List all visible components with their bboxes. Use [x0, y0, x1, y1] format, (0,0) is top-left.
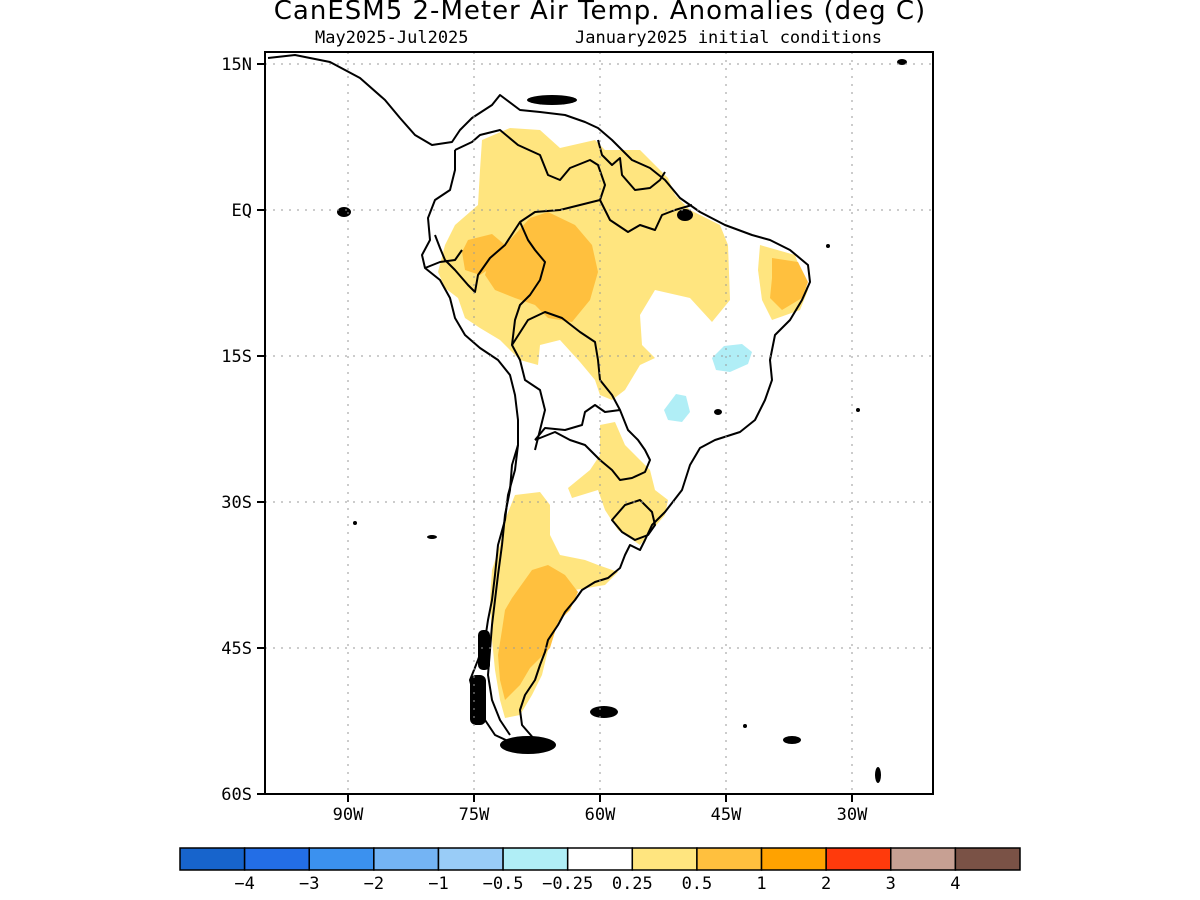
lat-label: 15S [221, 347, 252, 367]
lon-label: 90W [333, 805, 364, 825]
lon-label: 60W [585, 805, 616, 825]
longitude-labels: 90W 75W 60W 45W 30W [333, 805, 868, 825]
colorbar-label: −0.25 [542, 874, 593, 894]
lat-label: EQ [232, 201, 252, 221]
colorbar-swatch [954, 847, 1021, 871]
colorbar-swatch [243, 847, 310, 871]
initial-conditions: January2025 initial conditions [575, 28, 883, 48]
colorbar-swatch [566, 847, 634, 871]
islands [337, 59, 907, 783]
anomaly-0.5-1-shading [462, 212, 808, 700]
lat-label: 30S [221, 493, 252, 513]
colorbar-swatch [890, 847, 957, 871]
lon-label: 45W [711, 805, 742, 825]
colorbar-swatch [696, 847, 763, 871]
lat-label: 60S [221, 785, 252, 805]
colorbar-swatch [502, 847, 569, 871]
colorbar-swatch [760, 847, 827, 871]
map-title: CanESM5 2-Meter Air Temp. Anomalies (deg… [273, 0, 927, 26]
colorbar-label: −0.5 [483, 874, 524, 894]
lon-label: 75W [459, 805, 490, 825]
forecast-period: May2025-Jul2025 [315, 28, 469, 48]
colorbar-swatch [308, 847, 375, 871]
colorbar-swatch [437, 847, 504, 871]
colorbar-label: −1 [428, 874, 448, 894]
map-field [265, 52, 933, 794]
colorbar-swatch [631, 847, 698, 871]
colorbar-label: −2 [364, 874, 384, 894]
coastlines [267, 54, 811, 749]
colorbar-label: 1 [756, 874, 766, 894]
lat-label: 15N [221, 55, 252, 75]
colorbar-label: 2 [821, 874, 831, 894]
colorbar: −4 −3 −2 −1 −0.5 −0.25 0.25 0.5 1 2 3 4 [179, 847, 1021, 894]
colorbar-label: −3 [299, 874, 319, 894]
colorbar-label: 4 [950, 874, 960, 894]
colorbar-label: 0.25 [612, 874, 653, 894]
anomaly-neg0.5-neg0.25-shading [664, 344, 752, 422]
latitude-labels: 15N EQ 15S 30S 45S 60S [221, 55, 252, 805]
colorbar-swatch [825, 847, 892, 871]
lon-label: 30W [837, 805, 868, 825]
colorbar-swatch [373, 847, 440, 871]
colorbar-label: 0.5 [682, 874, 713, 894]
lat-label: 45S [221, 639, 252, 659]
colorbar-label: −4 [234, 874, 254, 894]
tick-marks [257, 63, 853, 802]
colorbar-label: 3 [886, 874, 896, 894]
colorbar-swatch [179, 847, 246, 871]
